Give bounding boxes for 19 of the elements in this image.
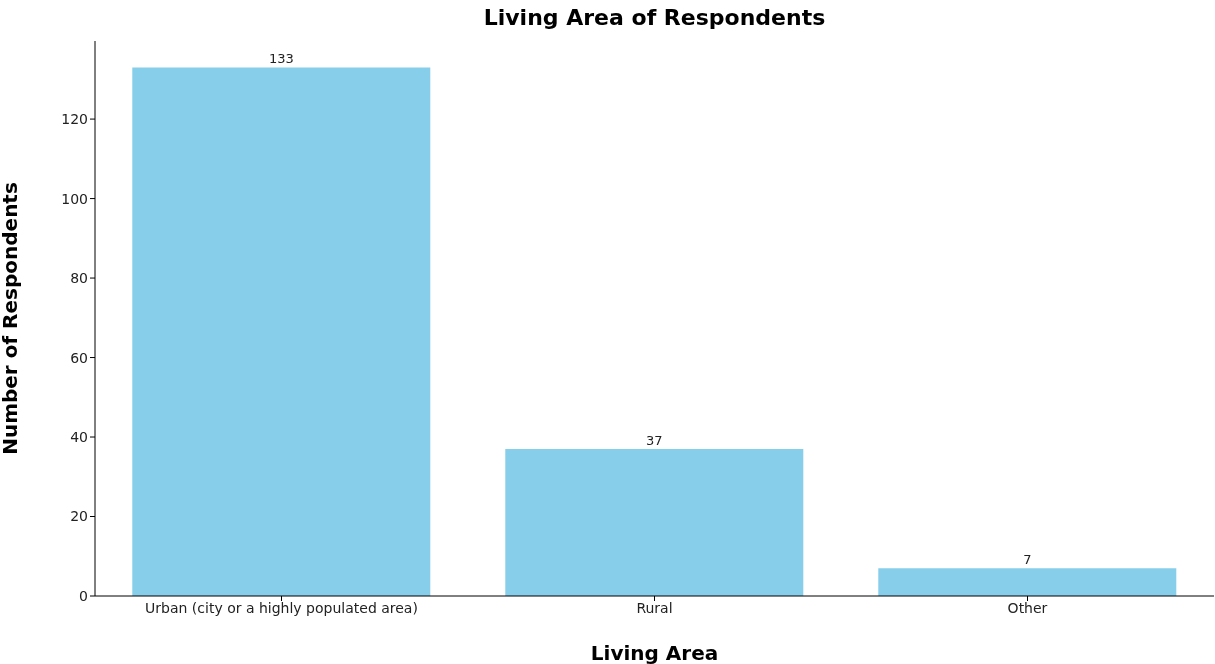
data-label: 37 [646, 432, 663, 448]
x-axis-title: Living Area [590, 641, 719, 664]
x-tick-label: Rural [636, 599, 673, 616]
y-tick-label: 40 [70, 429, 88, 445]
y-tick-label: 80 [70, 270, 88, 287]
bar [878, 568, 1177, 596]
y-tick-label: 60 [70, 349, 88, 366]
y-tick-label: 0 [79, 587, 88, 604]
bar [132, 67, 431, 596]
data-label: 7 [1023, 552, 1032, 568]
y-tick-label: 20 [70, 508, 88, 525]
chart-title: Living Area of Respondents [482, 5, 827, 30]
data-label: 133 [268, 51, 294, 67]
bar [505, 448, 804, 596]
x-tick-label: Urban (city or a highly populated area) [145, 599, 418, 616]
y-tick-label: 100 [61, 190, 88, 207]
y-tick-label: 120 [61, 111, 88, 128]
y-axis-title: Number of Respondents [0, 182, 23, 455]
x-tick-label: Other [1007, 599, 1048, 616]
